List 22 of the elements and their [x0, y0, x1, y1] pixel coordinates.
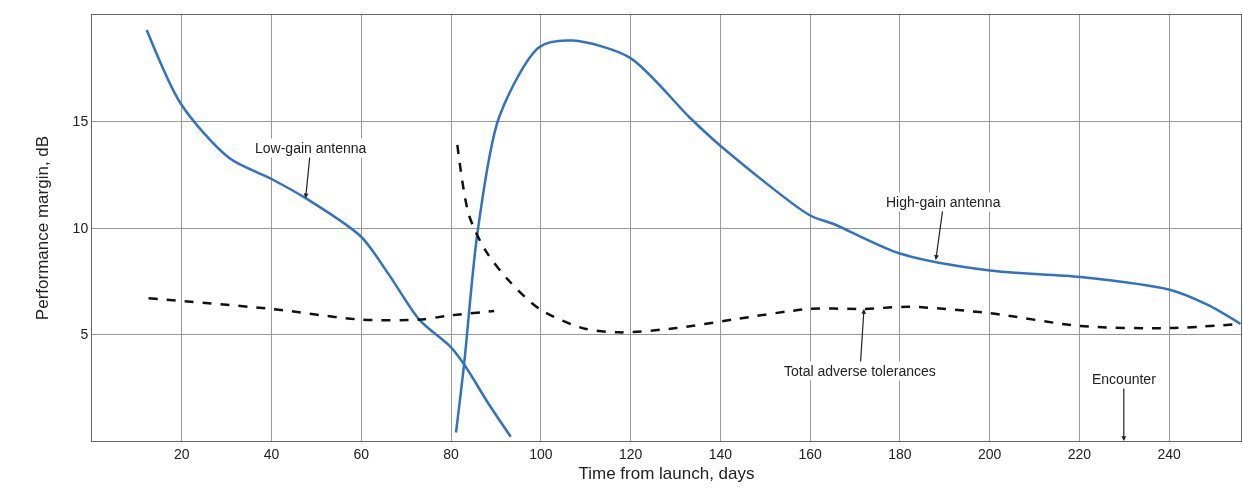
x-tick-label: 180	[888, 445, 912, 462]
x-tick-label: 100	[529, 445, 553, 462]
annotation: High-gain antenna	[886, 194, 1001, 210]
x-tick-label: 120	[618, 445, 643, 462]
annotation: Total adverse tolerances	[784, 363, 936, 379]
x-tick-label: 200	[977, 445, 1002, 462]
y-tick-label: 15	[72, 113, 89, 130]
x-tick-label: 160	[798, 445, 823, 462]
x-tick-label: 40	[263, 445, 280, 462]
x-tick-label: 140	[708, 445, 733, 462]
x-tick-label: 20	[173, 445, 190, 462]
x-tick-label: 80	[443, 445, 460, 462]
x-tick-label: 240	[1157, 445, 1182, 462]
x-tick-label: 60	[353, 445, 370, 462]
line-series	[147, 297, 496, 322]
annotation: Low-gain antenna	[255, 140, 367, 156]
x-axis-title: Time from launch, days	[578, 464, 755, 484]
y-axis-title: Performance margin, dB	[33, 135, 52, 321]
y-tick-label: 10	[72, 219, 89, 236]
annotation: Encounter	[1092, 371, 1157, 387]
x-tick-label: 220	[1067, 445, 1092, 462]
y-tick-label: 5	[80, 326, 89, 343]
